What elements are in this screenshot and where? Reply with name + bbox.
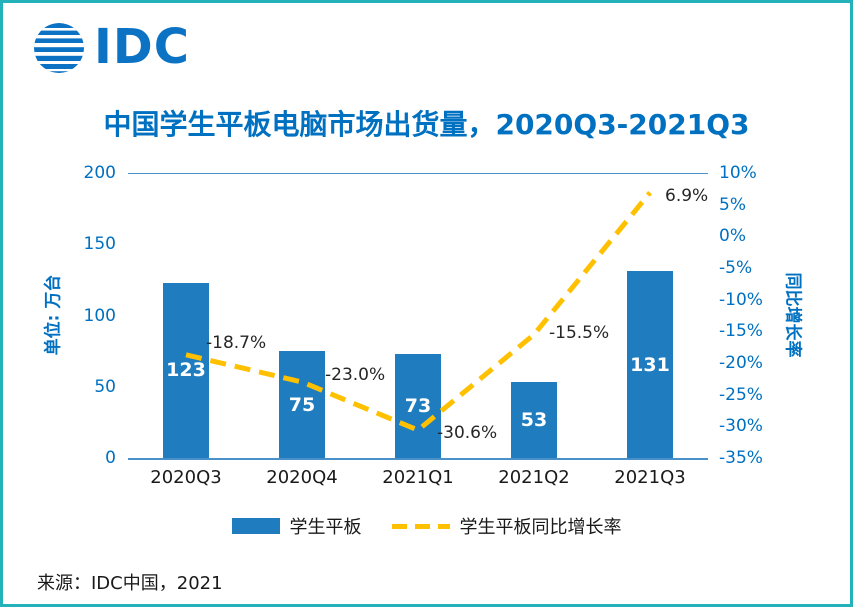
y-axis-tick-right: -25%	[719, 384, 763, 405]
x-axis-label: 2021Q1	[382, 467, 454, 488]
line-point-label: -30.6%	[437, 423, 498, 444]
y-axis-tick-left: 0	[105, 448, 116, 468]
legend-item-bars: 学生平板	[231, 513, 362, 539]
bar-2020Q4: 75	[279, 351, 325, 458]
y-axis-tick-right: -20%	[719, 353, 763, 373]
growth-line-chart	[185, 191, 652, 433]
idc-globe-icon	[34, 23, 84, 73]
legend: 学生平板 学生平板同比增长率	[3, 513, 850, 539]
idc-logo-text: IDC	[94, 19, 190, 75]
legend-bar-label: 学生平板	[289, 517, 362, 538]
idc-logo: IDC	[31, 19, 190, 75]
x-axis-label: 2020Q3	[150, 467, 222, 488]
bar-value-label: 75	[288, 393, 316, 416]
y-axis-tick-right: 5%	[719, 194, 746, 215]
x-axis-line	[128, 458, 708, 460]
line-point-label: -23.0%	[325, 365, 386, 385]
legend-line-swatch	[391, 523, 450, 529]
x-axis-label: 2020Q4	[266, 467, 338, 488]
y-axis-tick-right: -30%	[719, 416, 763, 437]
y-axis-tick-left: 150	[83, 234, 116, 255]
growth-line	[185, 191, 652, 433]
plot-top-border	[128, 173, 708, 174]
legend-line-label: 学生平板同比增长率	[459, 517, 622, 538]
line-point-label: -15.5%	[549, 322, 610, 343]
bar-2020Q3: 123	[163, 282, 209, 458]
y-axis-tick-left: 200	[83, 163, 116, 183]
bar-value-label: 73	[404, 394, 432, 417]
chart-title: 中国学生平板电脑市场出货量，2020Q3-2021Q3	[103, 108, 750, 141]
line-point-label: -18.7%	[206, 332, 267, 353]
y-axis-tick-left: 50	[94, 376, 116, 397]
legend-bar-swatch	[231, 518, 280, 534]
bar-value-label: 53	[520, 409, 548, 432]
bar-2021Q1: 73	[395, 353, 441, 458]
y-axis-tick-right: 10%	[719, 163, 757, 183]
x-axis-label: 2021Q3	[614, 467, 686, 488]
legend-item-line: 学生平板同比增长率	[391, 513, 622, 539]
x-axis-label: 2021Q2	[498, 467, 570, 488]
bar-2021Q2: 53	[511, 382, 557, 458]
bar-value-label: 131	[630, 353, 670, 376]
bar-2021Q3: 131	[627, 271, 673, 458]
source-note: 来源：IDC中国，2021	[37, 573, 223, 594]
y-axis-tick-left: 100	[83, 305, 116, 326]
chart-stage: IDC 中国学生平板电脑市场出货量，2020Q3-2021Q3 单位: 万台 同…	[3, 3, 850, 604]
right-axis-title: 同比增长率	[782, 272, 803, 358]
y-axis-tick-right: -10%	[719, 289, 763, 310]
bar-value-label: 123	[166, 359, 206, 382]
y-axis-tick-right: -5%	[719, 258, 753, 278]
y-axis-tick-right: -35%	[719, 448, 763, 468]
line-point-label: 6.9%	[665, 185, 709, 206]
y-axis-tick-right: -15%	[719, 321, 763, 342]
y-axis-tick-right: 0%	[719, 226, 746, 247]
